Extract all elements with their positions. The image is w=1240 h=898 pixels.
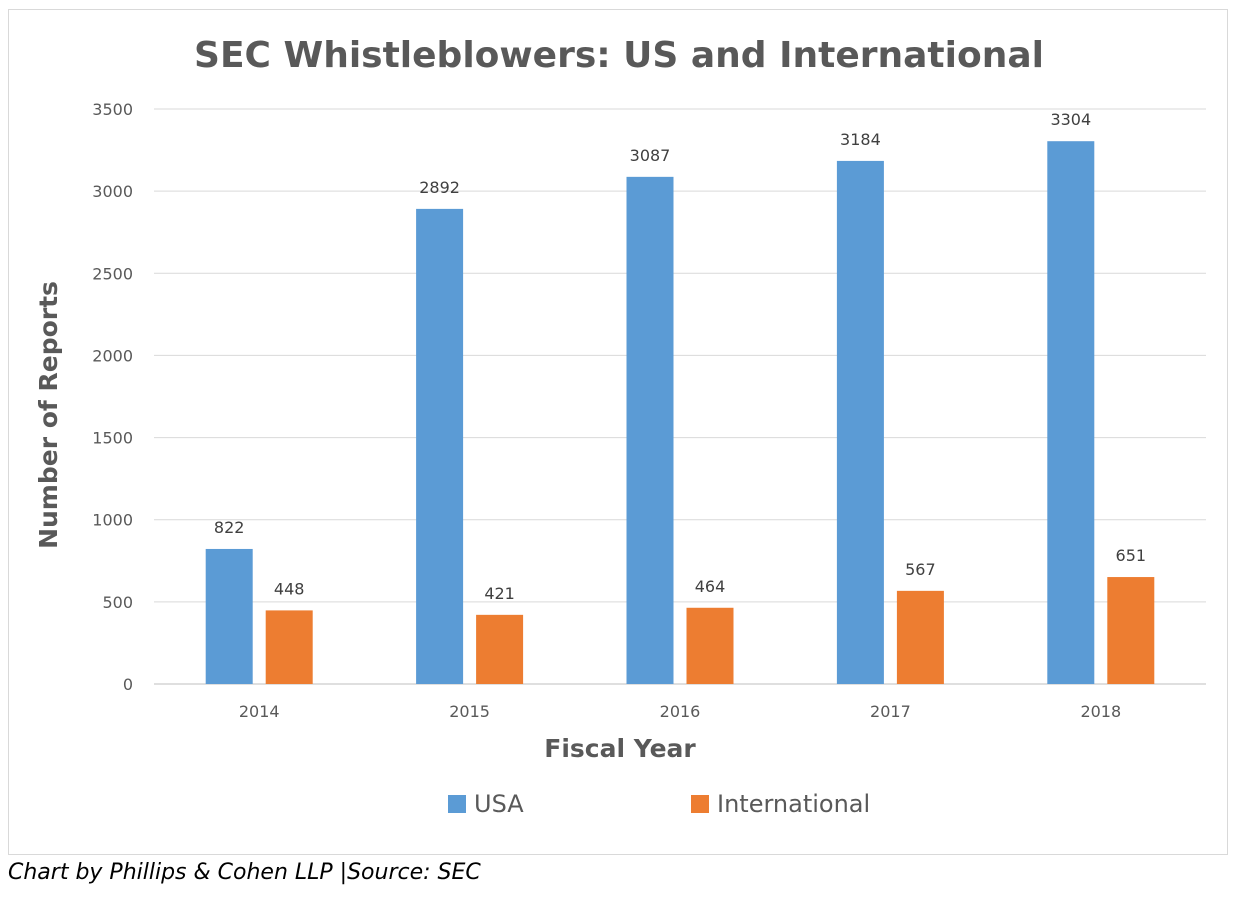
bar-international-2017 <box>896 590 944 684</box>
legend: USA International <box>448 790 870 818</box>
y-tick-label: 3500 <box>92 100 133 119</box>
y-tick-label: 500 <box>102 593 133 612</box>
bar-usa-2014 <box>205 548 253 684</box>
bar-usa-2018 <box>1047 141 1095 684</box>
bar-international-2016 <box>686 607 734 684</box>
data-label: 822 <box>214 518 245 537</box>
data-label: 651 <box>1116 546 1147 565</box>
data-label: 2892 <box>419 178 460 197</box>
bars <box>205 141 1155 684</box>
data-label: 448 <box>274 579 305 598</box>
y-axis-ticks: 0 500 1000 1500 2000 2500 3000 3500 <box>92 100 133 694</box>
x-tick-label: 2018 <box>1080 702 1121 721</box>
legend-swatch-usa <box>448 795 466 813</box>
y-axis-title: Number of Reports <box>34 281 63 549</box>
data-labels: 822 448 2892 421 3087 464 3184 567 3304 651 <box>214 110 1146 603</box>
bar-usa-2017 <box>836 160 884 684</box>
y-tick-label: 3000 <box>92 182 133 201</box>
data-label: 3087 <box>630 146 671 165</box>
chart-source-caption: Chart by Phillips & Cohen LLP |Source: S… <box>8 860 481 885</box>
data-label: 464 <box>695 577 726 596</box>
y-tick-label: 2000 <box>92 346 133 365</box>
gridlines <box>154 108 1206 685</box>
data-label: 3304 <box>1050 110 1091 129</box>
x-tick-label: 2014 <box>239 702 280 721</box>
x-tick-label: 2015 <box>449 702 490 721</box>
bar-usa-2015 <box>416 208 464 684</box>
legend-swatch-international <box>691 795 709 813</box>
chart-title: SEC Whistleblowers: US and International <box>194 35 1044 76</box>
data-label: 421 <box>484 584 515 603</box>
bar-international-2014 <box>265 610 313 684</box>
x-axis-title: Fiscal Year <box>544 734 696 763</box>
x-tick-label: 2017 <box>870 702 911 721</box>
bar-usa-2016 <box>626 176 674 684</box>
y-tick-label: 2500 <box>92 264 133 283</box>
legend-label: USA <box>474 790 524 818</box>
x-axis-ticks: 2014 2015 2016 2017 2018 <box>239 702 1121 721</box>
y-tick-label: 0 <box>123 675 133 694</box>
bar-international-2018 <box>1107 577 1155 684</box>
y-tick-label: 1500 <box>92 429 133 448</box>
legend-label: International <box>717 790 870 818</box>
data-label: 567 <box>905 560 936 579</box>
y-tick-label: 1000 <box>92 511 133 530</box>
bar-international-2015 <box>476 614 524 684</box>
data-label: 3184 <box>840 130 881 149</box>
chart-frame <box>8 9 1228 855</box>
x-tick-label: 2016 <box>660 702 701 721</box>
